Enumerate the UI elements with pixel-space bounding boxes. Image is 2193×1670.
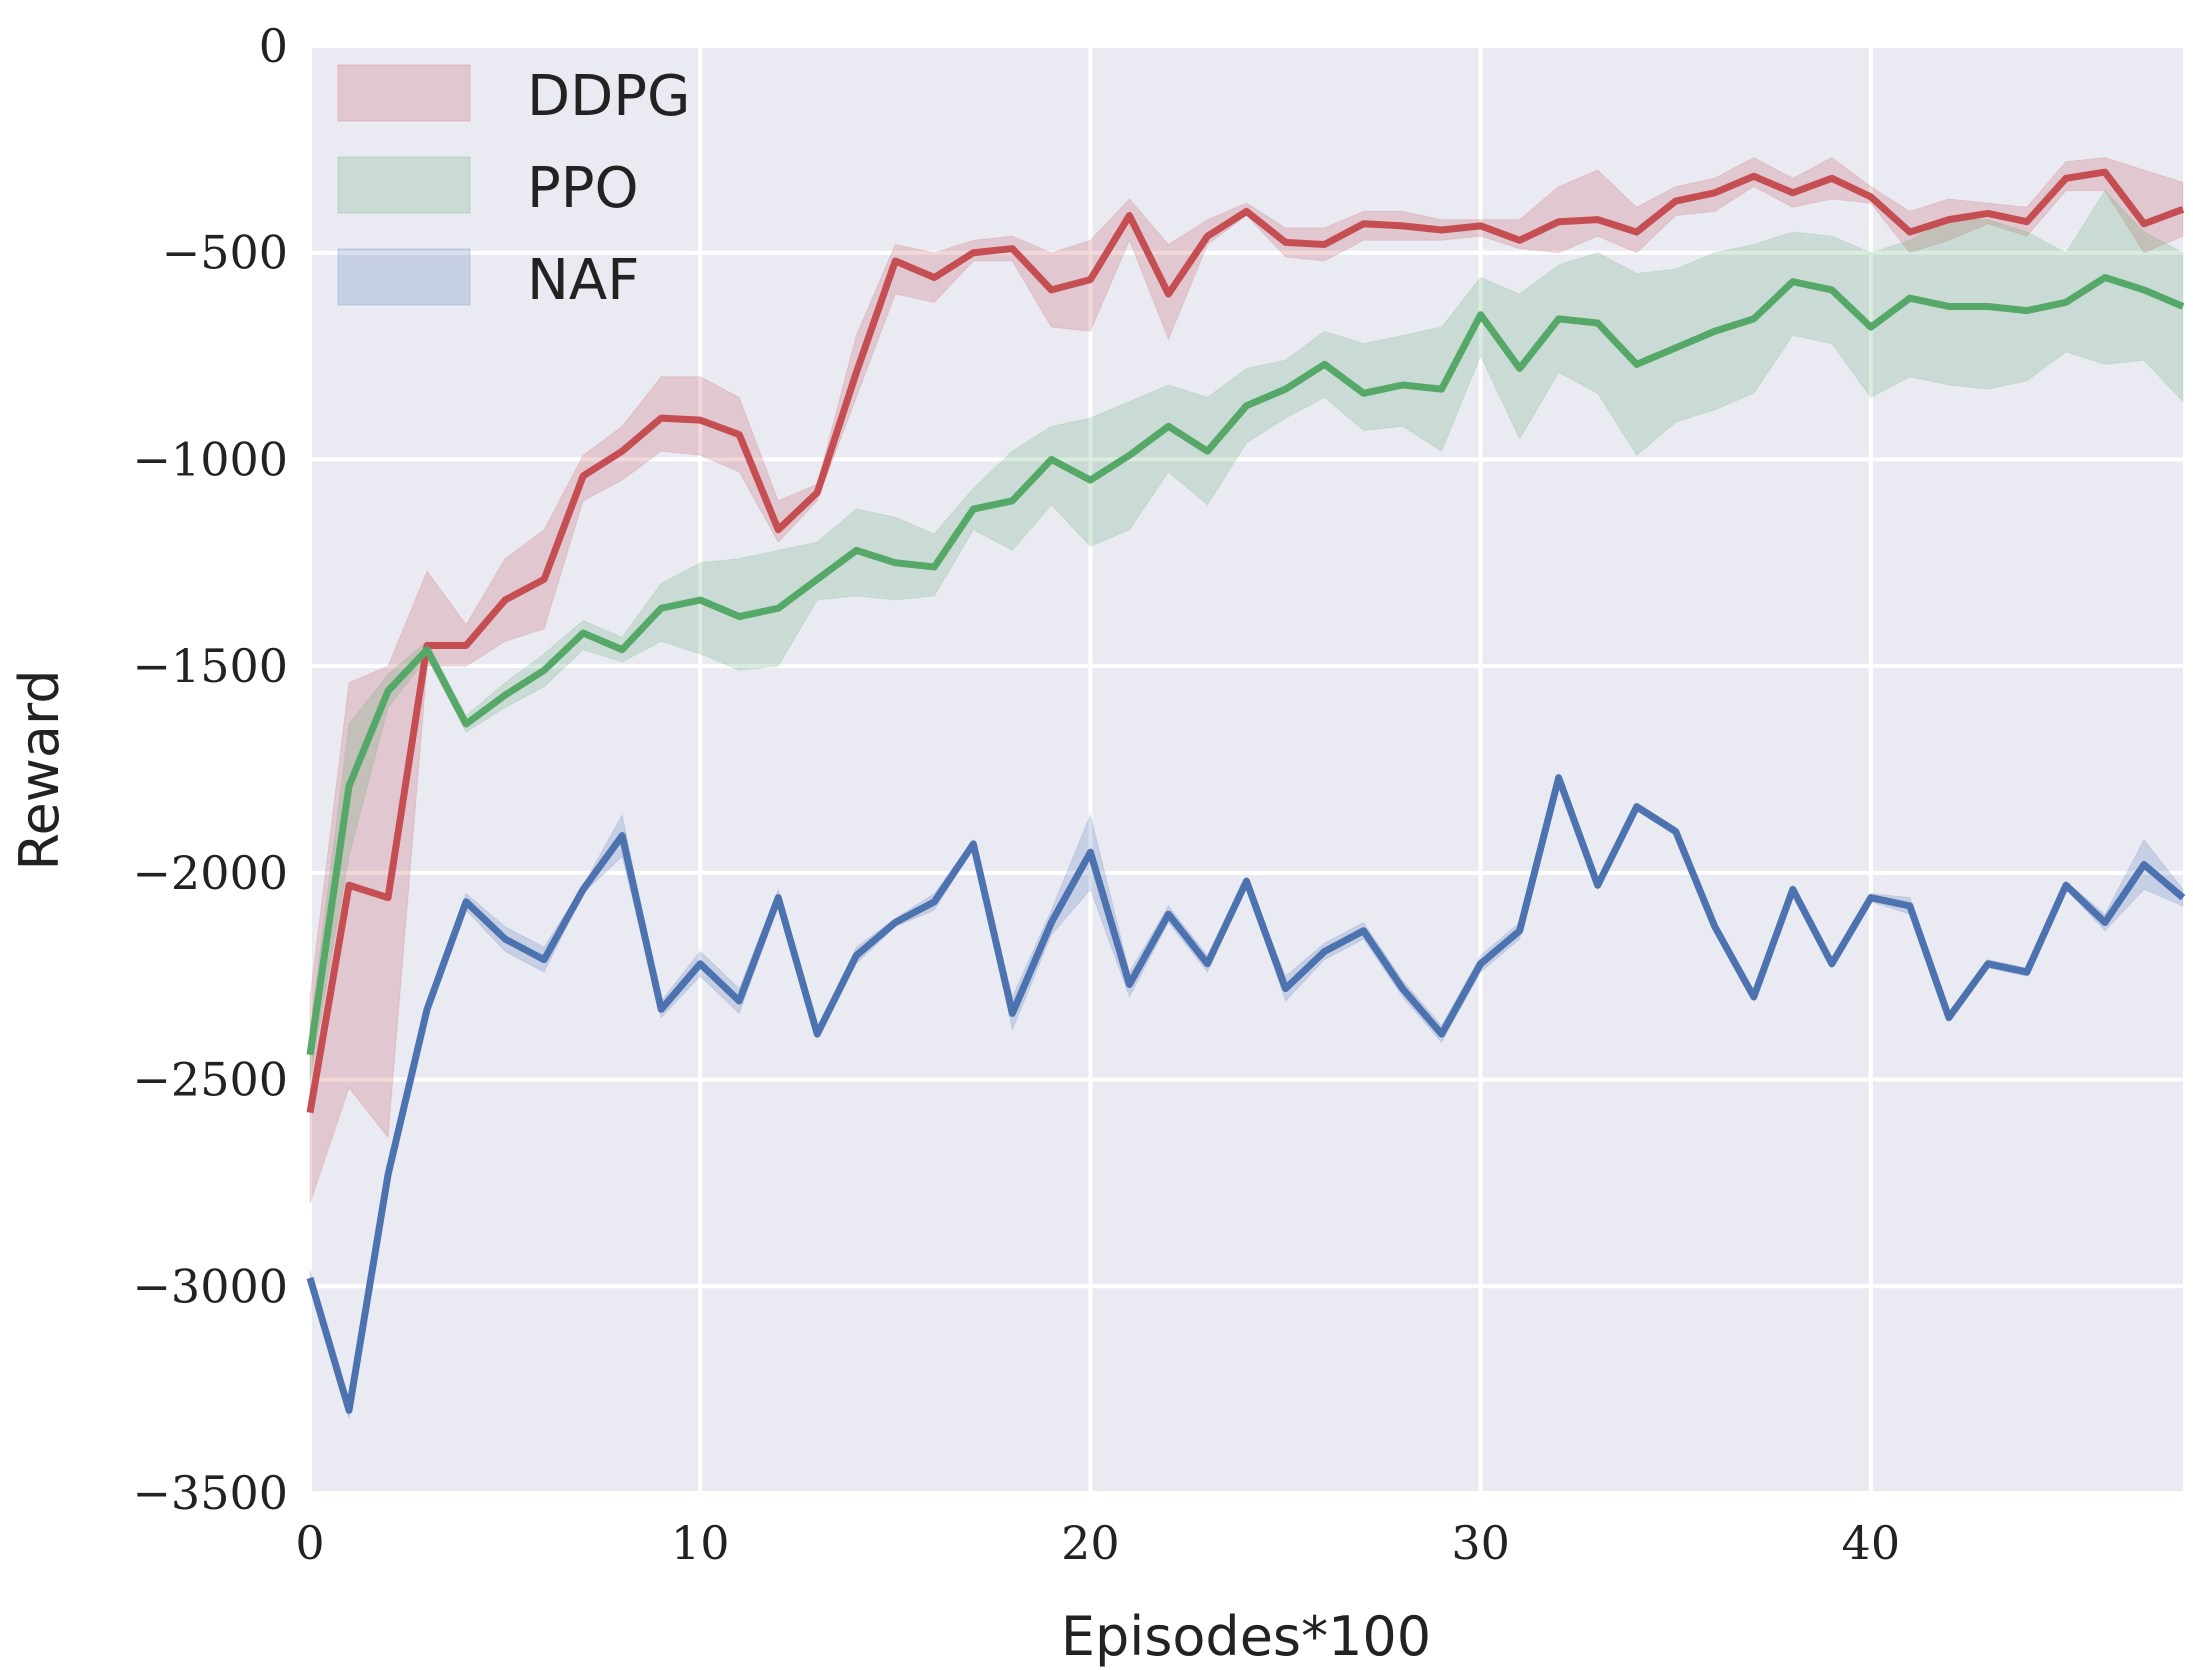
y-tick-label: −2000 — [132, 846, 288, 900]
ddpg-band — [309, 157, 2184, 1204]
ppo-band — [309, 189, 2184, 1080]
legend-swatch-ddpg — [337, 64, 471, 122]
y-tick-label: −500 — [162, 226, 288, 280]
y-axis-label: Reward — [8, 669, 71, 870]
grid-lines — [308, 44, 2183, 1495]
ppo-line — [306, 274, 2185, 1056]
ddpg-line — [306, 168, 2185, 1114]
y-tick-label: −1500 — [132, 639, 288, 693]
x-axis-label: Episodes*100 — [1061, 1605, 1431, 1668]
legend-label-naf: NAF — [527, 248, 639, 313]
legend-swatch-ppo — [337, 156, 471, 214]
y-tick-label: −3500 — [132, 1466, 288, 1520]
y-tick-label: −3000 — [132, 1259, 288, 1313]
y-axis-ticks: 0 −500 −1000 −1500 −2000 −2500 −3000 −3500 — [132, 19, 288, 1520]
x-tick-label: 40 — [1842, 1516, 1901, 1570]
y-tick-label: 0 — [259, 19, 288, 73]
x-tick-label: 20 — [1061, 1516, 1120, 1570]
legend: DDPG PPO NAF — [337, 64, 690, 313]
naf-line — [306, 774, 2186, 1414]
legend-label-ppo: PPO — [527, 156, 639, 221]
series-lines — [306, 168, 2186, 1414]
y-tick-label: −2500 — [132, 1053, 288, 1107]
legend-swatch-naf — [337, 248, 471, 306]
legend-label-ddpg: DDPG — [527, 64, 690, 129]
x-tick-label: 10 — [671, 1516, 730, 1570]
x-axis-ticks: 0 10 20 30 40 — [295, 1516, 1900, 1570]
naf-band — [309, 771, 2184, 1419]
y-tick-label: −1000 — [132, 432, 288, 486]
confidence-bands — [309, 157, 2184, 1419]
x-tick-label: 30 — [1451, 1516, 1510, 1570]
x-tick-label: 0 — [295, 1516, 324, 1570]
